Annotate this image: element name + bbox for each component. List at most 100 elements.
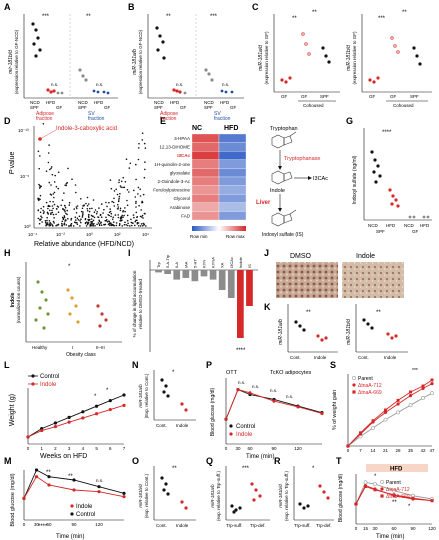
D-point: [114, 214, 117, 216]
S-legend-parent: Parent: [358, 376, 373, 382]
D-point: [102, 212, 104, 214]
D-point: [103, 223, 106, 226]
D-point: [115, 224, 118, 227]
D-point: [51, 211, 54, 214]
D-point: [57, 187, 59, 190]
K2-sig: **: [376, 310, 381, 316]
D-point: [60, 204, 62, 207]
B-x2-3: GF: [230, 105, 237, 110]
S-legend-parent-marker: [352, 376, 356, 380]
P-ns2: n.s.: [252, 384, 259, 389]
B-point: [162, 56, 166, 60]
D-point: [118, 197, 120, 200]
D-point: [38, 183, 40, 186]
D-point: [108, 221, 111, 223]
S-series-line: [347, 379, 433, 447]
D-point: [75, 221, 77, 224]
D-point: [133, 189, 135, 192]
T-series-line: [355, 485, 433, 505]
D-annotation: Indole-3-caboxylic acid: [56, 126, 117, 132]
M-point: [97, 490, 101, 494]
D-point: [51, 224, 54, 226]
E-heatmap-cell: [191, 194, 220, 203]
L-chart: 0 1 2 3 4 5 6 7: [26, 388, 126, 451]
D-point: [137, 222, 140, 224]
H-point: [98, 324, 102, 328]
D-point: [53, 203, 56, 206]
P-ylabel: Blood glucose (mg/dl): [210, 387, 216, 436]
L-xtick: 1: [40, 446, 43, 451]
C1-sig-b: **: [312, 10, 317, 16]
P-ns4: n.s.: [286, 394, 293, 399]
H-point: [34, 318, 38, 322]
T-point: [364, 485, 367, 488]
D-point: [86, 208, 89, 210]
S-point: [421, 384, 425, 388]
I-category-label: XA: [220, 262, 225, 268]
L-point: [81, 416, 85, 420]
panel-I-bars: % of change in lipid accumulation relati…: [132, 254, 258, 354]
B-point: [183, 91, 187, 95]
L-point: [94, 404, 99, 408]
panel-label-T: T: [336, 456, 342, 466]
E-col-nc: NC: [192, 125, 202, 132]
I-bar: [246, 270, 253, 306]
D-point: [108, 201, 110, 204]
N-point: [160, 378, 164, 382]
D-point: [49, 193, 52, 195]
D-point: [57, 211, 60, 213]
C2-point: [376, 76, 380, 80]
G-sig: ****: [382, 130, 392, 136]
L-ylabel: Weight (g): [9, 394, 16, 426]
D-point: [63, 216, 66, 218]
A-ylabel2: (expression relative to GF-NCD): [14, 29, 19, 94]
M-point: [34, 468, 39, 472]
K1-point: [324, 336, 328, 340]
D-point: [68, 201, 71, 204]
E-row-labels: 3-HPAA 12,13-DiHOME I3CAc 1H-quinolin-2-one…: [153, 136, 191, 218]
B-point: [204, 68, 208, 72]
D-xtick1: 10⁻²: [56, 232, 65, 237]
M-ns: n.s.: [96, 478, 103, 483]
D-point: [46, 219, 48, 222]
D-point: [128, 191, 130, 193]
E-heatmap-cell: [218, 142, 247, 152]
D-point: [46, 222, 49, 224]
M-point: [72, 488, 76, 492]
D-point: [126, 219, 129, 222]
D-point: [82, 211, 84, 213]
panel-T: Blood glucose (mg/dl) HFD 0 15 30 60 90 120 P…: [338, 464, 436, 540]
I-bar: [164, 270, 171, 274]
E-row-label: FAD: [181, 213, 191, 218]
D-point: [100, 216, 103, 218]
D-point: [45, 170, 48, 172]
panel-S: % of weight gain 0 7 14 21 28 35 42 47 Parent Δ…: [332, 368, 435, 453]
N-point: [184, 408, 188, 412]
L-xtick: 2: [54, 446, 57, 451]
B-x2-1: GF: [180, 105, 187, 110]
S-point: [384, 408, 388, 412]
K1-x1: Indole: [314, 355, 327, 360]
D-point: [111, 218, 114, 221]
G-x3: HFD: [420, 223, 430, 228]
panel-K: miR-181a/b ** Cont. Indole miR-181b/d **…: [278, 304, 408, 360]
D-point: [124, 210, 126, 213]
P-point: [236, 387, 240, 392]
A-x0: NCD: [30, 100, 40, 105]
D-point: [132, 214, 135, 216]
panel-label-D: D: [4, 116, 11, 126]
D-point: [62, 218, 65, 221]
D-point: [45, 224, 47, 227]
D-point: [121, 214, 123, 217]
B-sv-l2: fraction: [214, 116, 231, 122]
B-point: [161, 40, 165, 44]
D-point: [96, 211, 98, 213]
H-x1: I: [72, 345, 73, 350]
D-point: [104, 220, 106, 222]
L-point: [26, 435, 30, 439]
M-legend-indole-marker: [70, 504, 74, 508]
D-point: [46, 216, 48, 219]
E-heatmap-cell: [218, 202, 247, 212]
O-point: [166, 492, 170, 496]
T-ylabel: Blood glucose (mg/dl): [338, 473, 344, 522]
